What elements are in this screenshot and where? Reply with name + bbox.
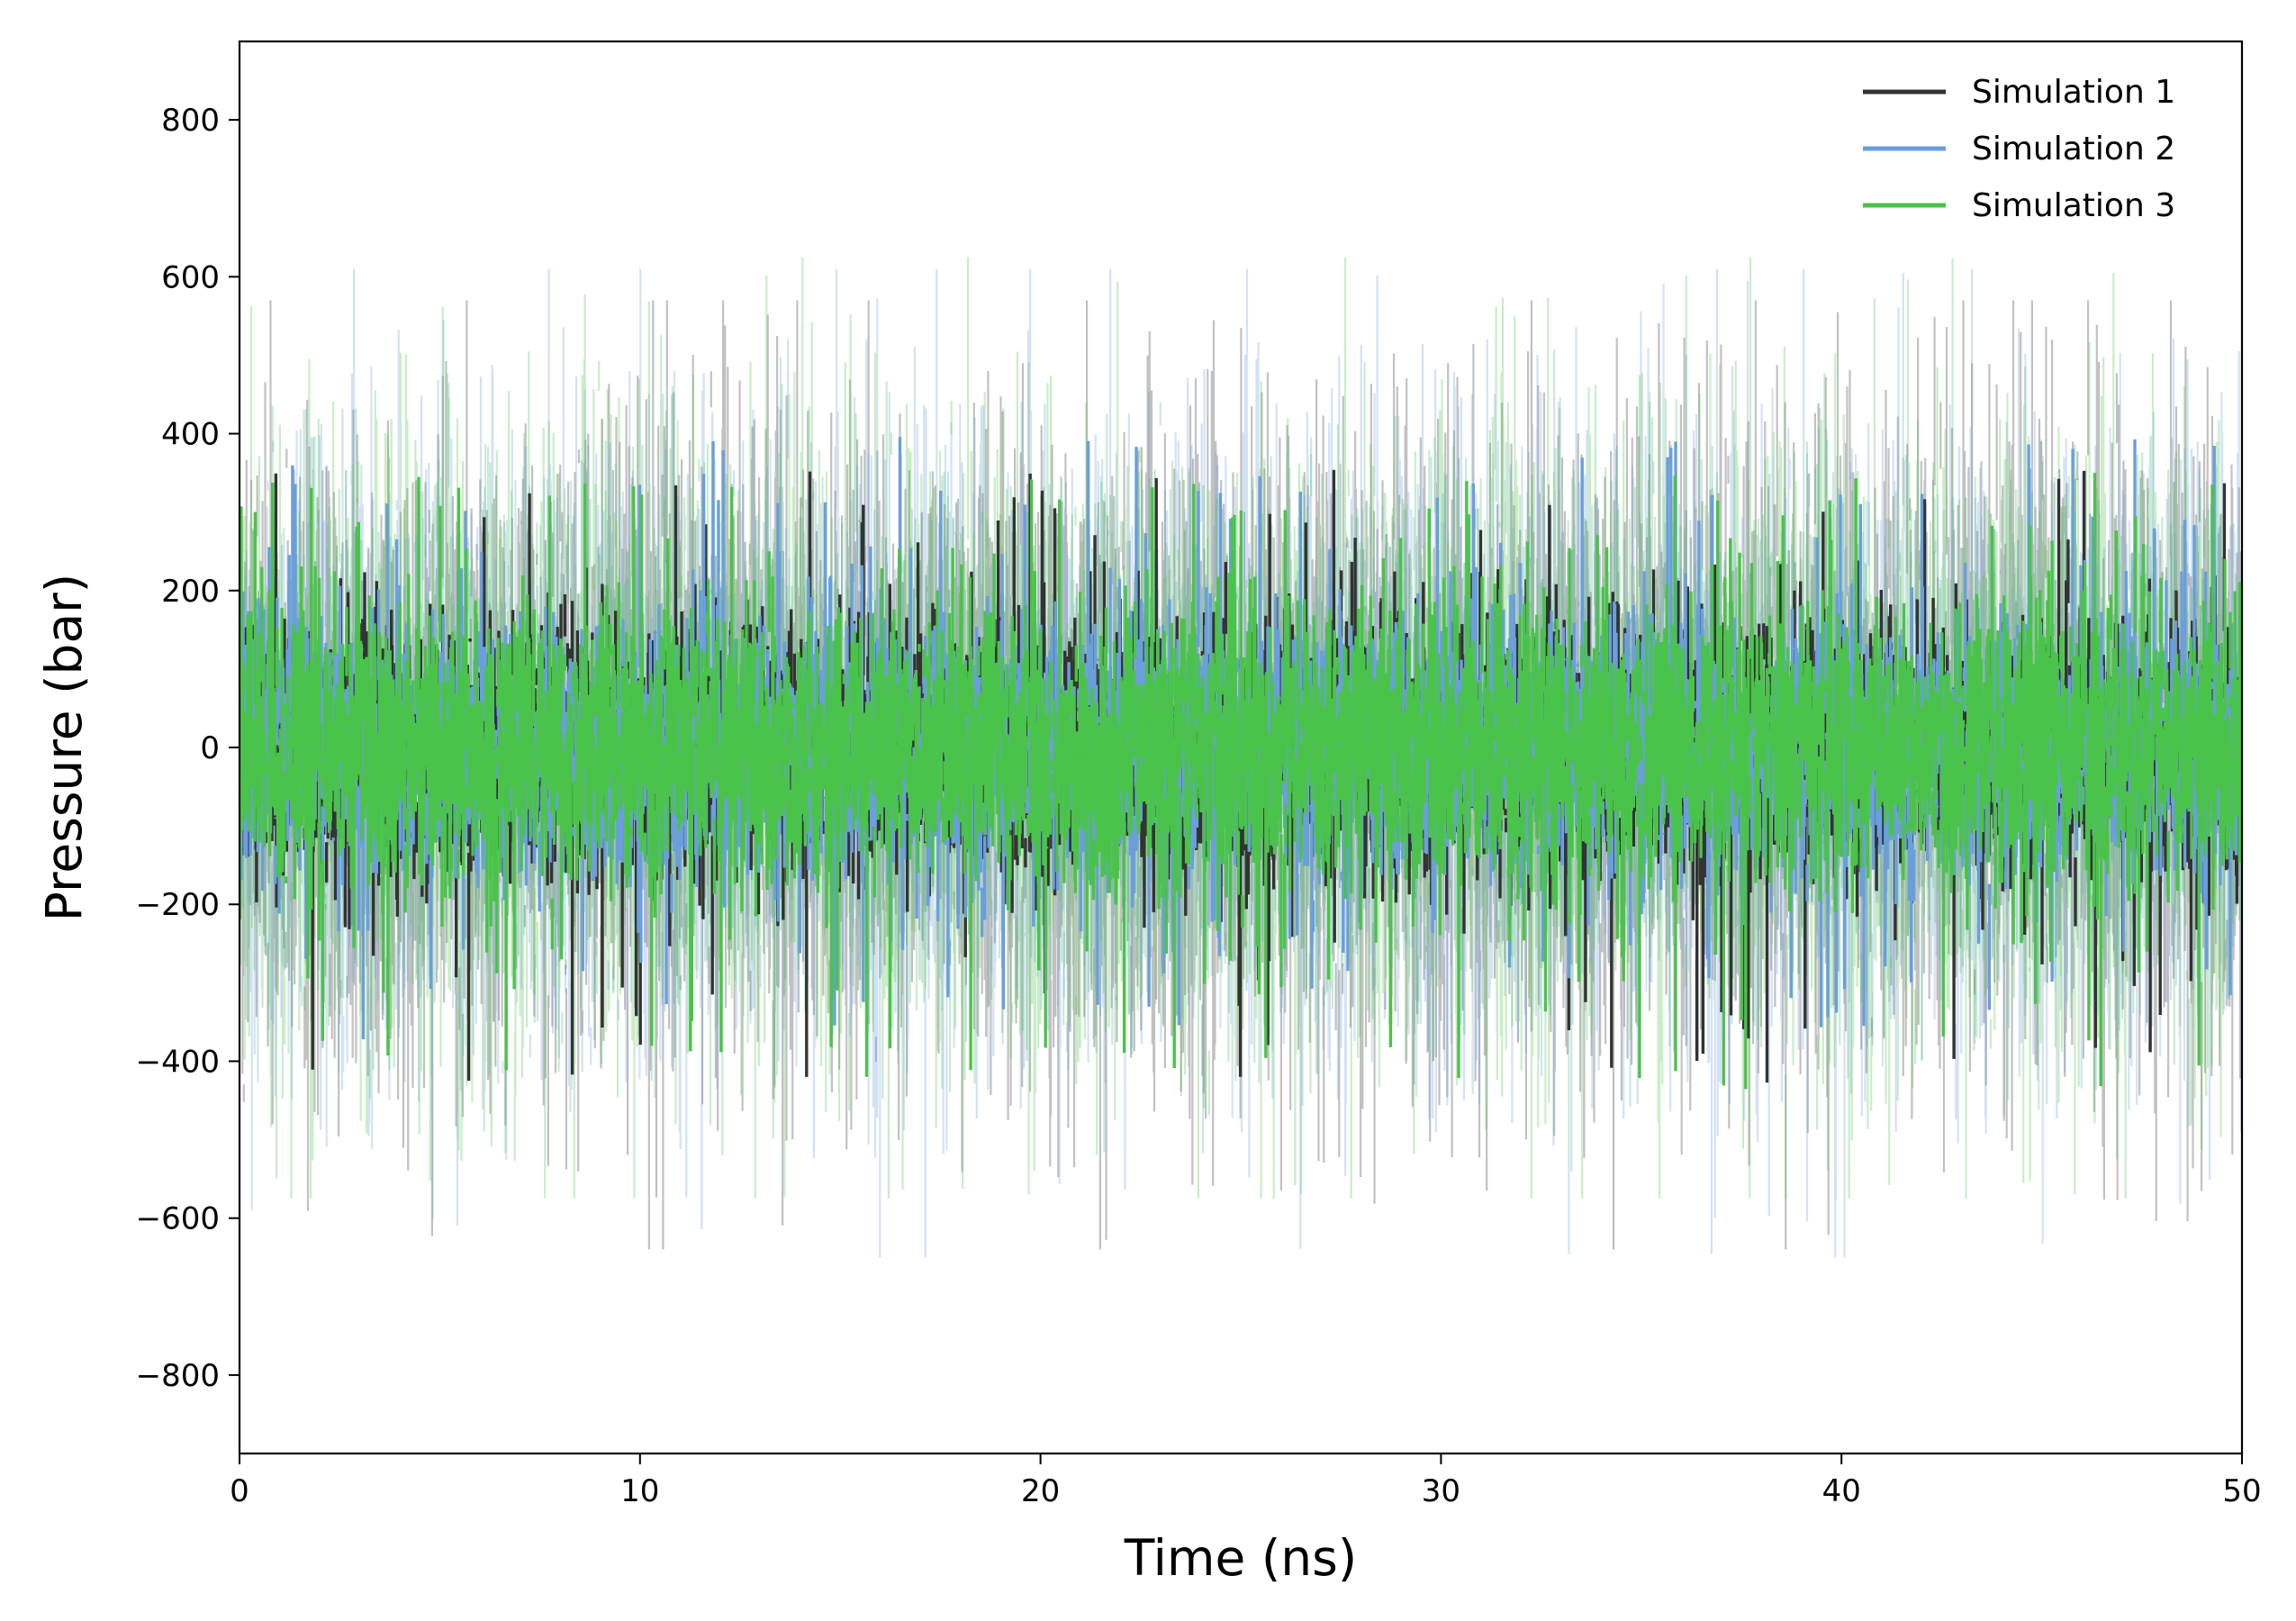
- legend-label-simulation-3: Simulation 3: [1972, 187, 2175, 224]
- x-tick-label-50: 50: [2222, 1473, 2261, 1509]
- y-tick-label--600: −600: [136, 1201, 220, 1237]
- y-tick-label-200: 200: [161, 574, 220, 610]
- y-tick-label--400: −400: [136, 1044, 220, 1080]
- x-tick-label-40: 40: [1822, 1473, 1861, 1509]
- y-tick-label-800: 800: [161, 103, 220, 139]
- x-tick-label-20: 20: [1021, 1473, 1060, 1509]
- y-axis-label: Pressure (bar): [35, 574, 93, 921]
- x-axis-label: Time (ns): [1124, 1529, 1358, 1587]
- y-tick-label-0: 0: [200, 730, 220, 766]
- legend: Simulation 1 Simulation 2 Simulation 3: [1863, 74, 2175, 224]
- x-tick-label-10: 10: [620, 1473, 659, 1509]
- y-tick-label-400: 400: [161, 417, 220, 453]
- y-tick-label--200: −200: [136, 887, 220, 923]
- y-tick-label--800: −800: [136, 1358, 220, 1394]
- y-axis: −800 −600 −400 −200 0 200 400 600 800: [136, 103, 240, 1394]
- legend-label-simulation-1: Simulation 1: [1972, 74, 2175, 111]
- legend-label-simulation-2: Simulation 2: [1972, 131, 2175, 168]
- x-tick-label-0: 0: [230, 1473, 249, 1509]
- y-tick-label-600: 600: [161, 259, 220, 295]
- x-axis: 0 10 20 30 40 50: [230, 1453, 2262, 1509]
- x-tick-label-30: 30: [1422, 1473, 1460, 1509]
